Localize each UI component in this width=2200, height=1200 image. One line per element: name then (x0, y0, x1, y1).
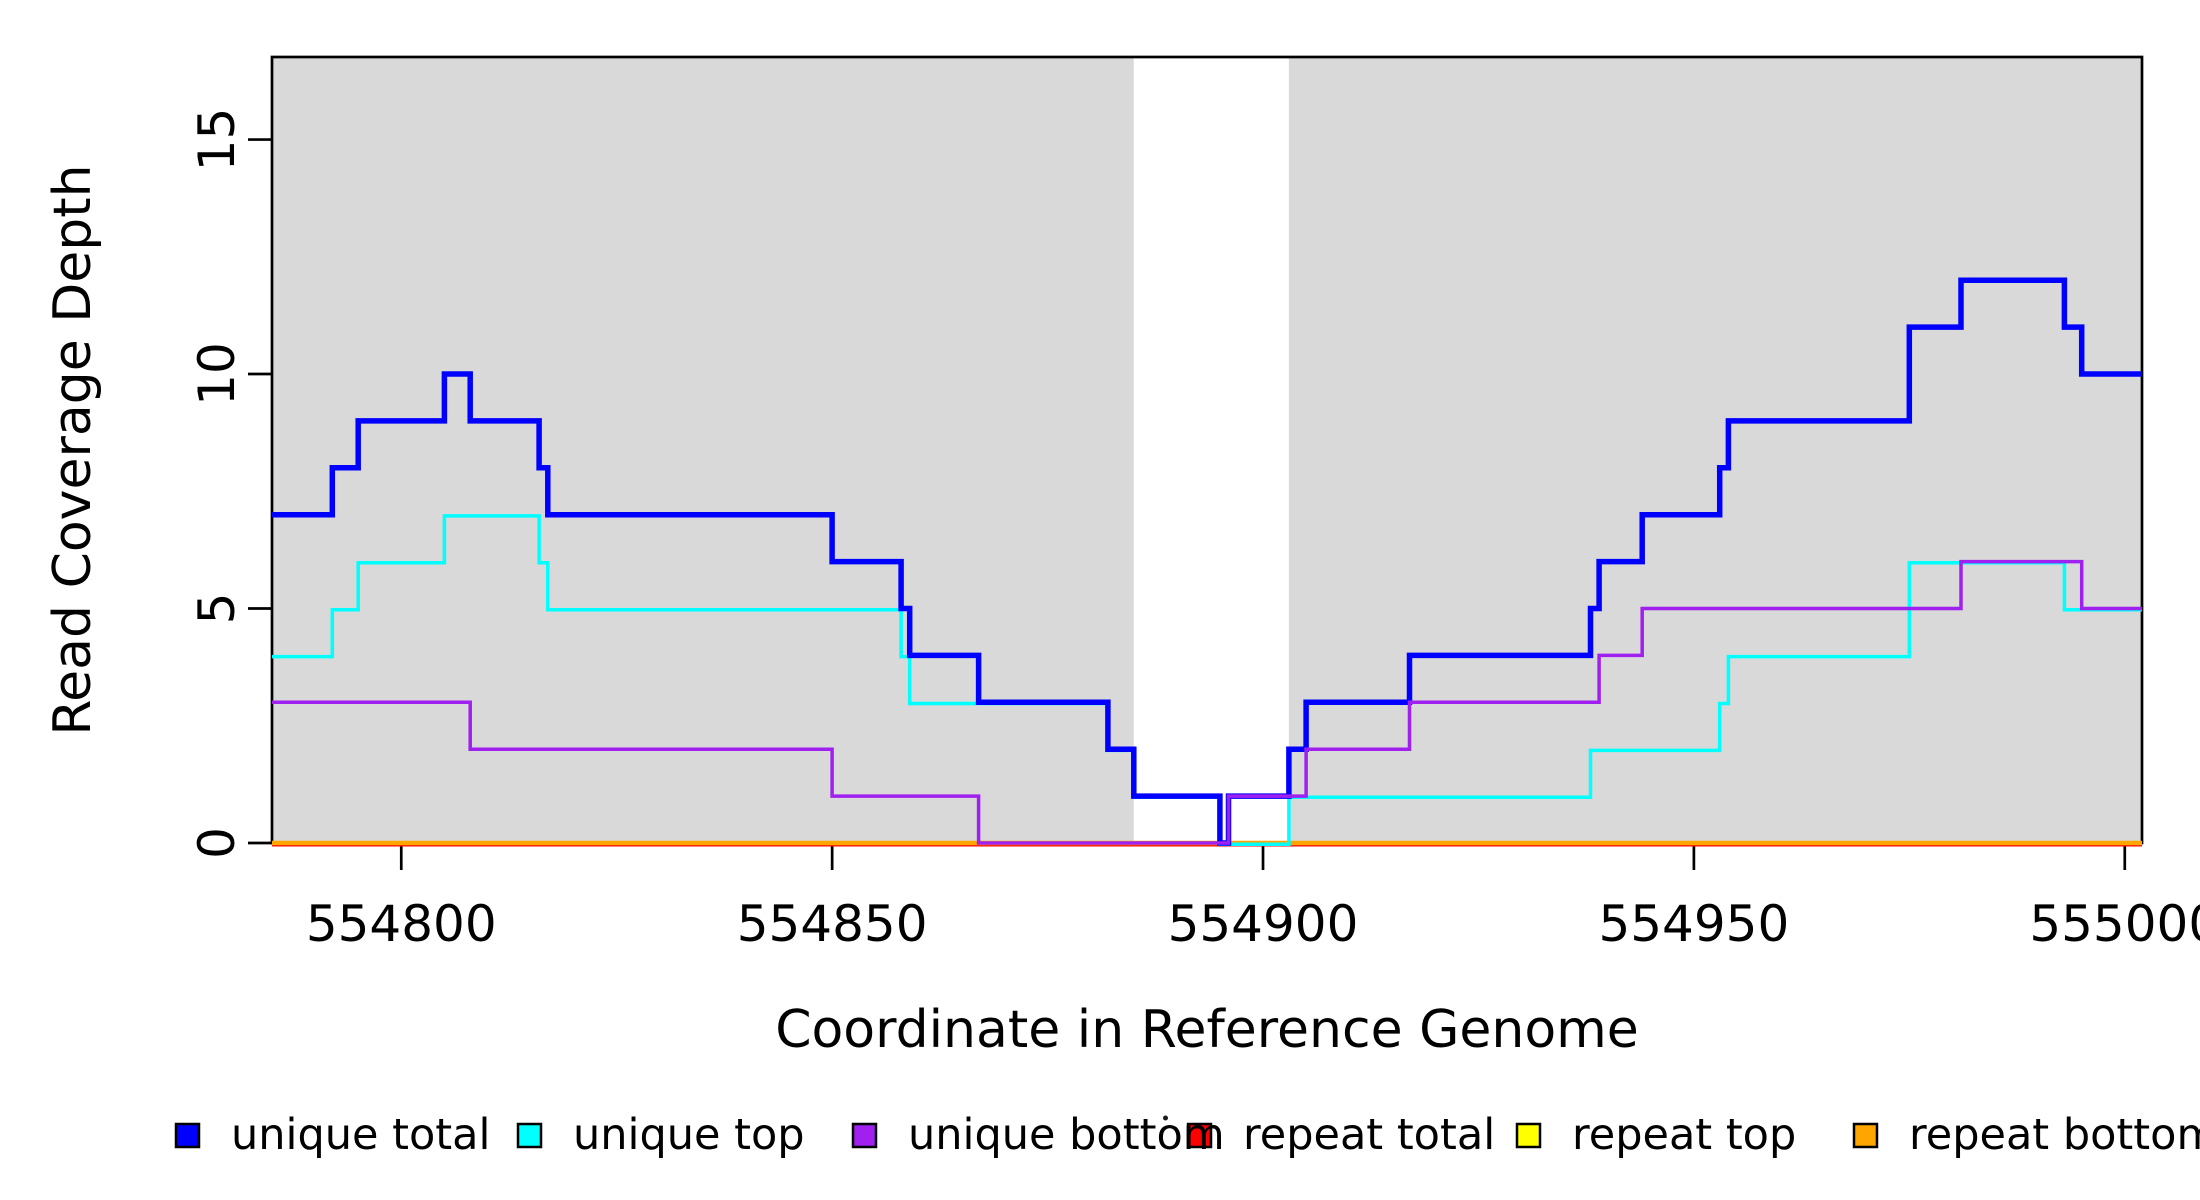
x-axis-title: Coordinate in Reference Genome (775, 1000, 1639, 1060)
series-line-unique-bottom (272, 559, 2142, 845)
axis-ticks (248, 138, 2127, 870)
legend-label-unique-top: unique top (573, 1110, 805, 1160)
shaded-region-left (272, 57, 1134, 843)
x-tick-label: 554900 (1168, 895, 1359, 953)
legend-swatch-unique-total (174, 1122, 201, 1149)
shaded-region-right (1288, 57, 2142, 843)
coverage-step-lines (272, 277, 2142, 847)
legend-label-unique-bottom: unique bottom (908, 1110, 1225, 1160)
legend-label-repeat-bottom: repeat bottom (1909, 1110, 2200, 1160)
legend-swatch-unique-top (516, 1122, 543, 1149)
legend-label-unique-total: unique total (231, 1110, 490, 1160)
legend-swatch-repeat-top (1515, 1122, 1542, 1149)
y-tick-label: 5 (188, 593, 246, 625)
legend-swatches (174, 1122, 1879, 1149)
legend-label-repeat-total: repeat total (1243, 1110, 1495, 1160)
y-tick-label: 0 (188, 827, 246, 859)
x-tick-label: 554850 (737, 895, 928, 953)
y-axis-title: Read Coverage Depth (43, 164, 103, 735)
y-tick-label: 10 (188, 342, 246, 406)
legend-swatch-unique-bottom (851, 1122, 878, 1149)
legend-label-repeat-top: repeat top (1572, 1110, 1796, 1160)
x-tick-label: 554800 (306, 895, 497, 953)
y-tick-label: 15 (188, 108, 246, 172)
stray-dot (1163, 1115, 1168, 1121)
legend-swatch-repeat-bottom (1852, 1122, 1879, 1149)
x-tick-label: 554950 (1598, 895, 1789, 953)
legend-swatch-repeat-total (1186, 1122, 1213, 1149)
repeat-region-shading (272, 57, 2142, 843)
